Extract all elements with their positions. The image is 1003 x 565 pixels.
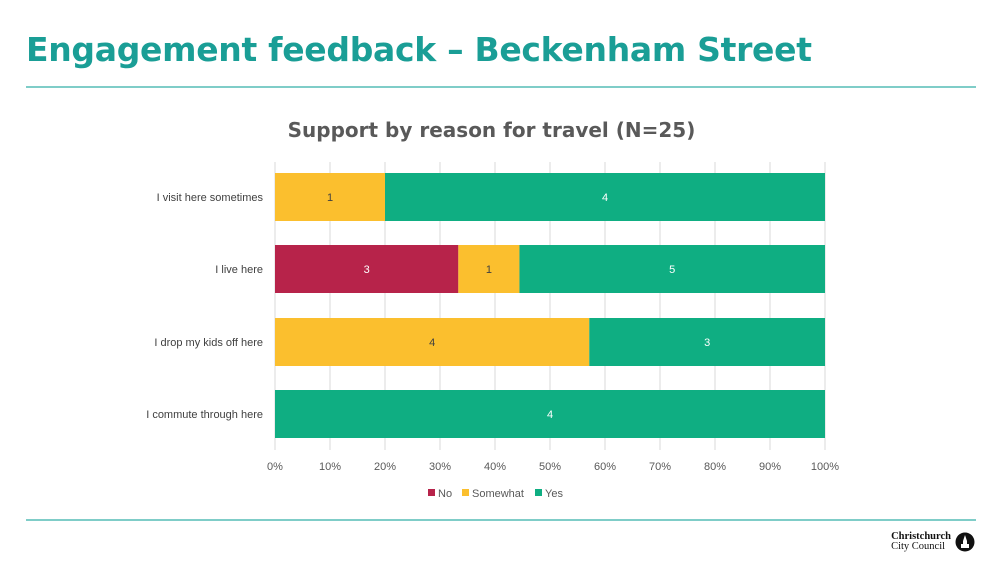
x-tick-label: 80% [704,461,726,473]
bar-segment-no [275,245,459,293]
x-tick-label: 40% [484,461,506,473]
council-logo: Christchurch City Council [891,531,975,552]
legend-swatch [428,489,435,496]
x-tick-label: 50% [539,461,561,473]
cathedral-emblem-icon [955,532,975,552]
slide-title: Engagement feedback – Beckenham Street [26,30,812,69]
category-label: I live here [215,264,263,276]
legend-label: Yes [545,488,563,500]
bar-segment-yes [589,318,825,366]
data-label: 1 [327,192,333,204]
data-label: 4 [602,192,608,204]
legend-label: Somewhat [472,488,524,500]
legend-label: No [438,488,452,500]
category-label: I commute through here [146,409,263,421]
legend-swatch [462,489,469,496]
data-label: 4 [547,409,553,421]
x-tick-label: 100% [811,461,839,473]
bottom-divider [26,519,976,521]
bar-segment-yes [519,245,825,293]
data-label: 4 [429,337,435,349]
x-tick-label: 60% [594,461,616,473]
logo-line-1: Christchurch [891,531,951,542]
data-label: 3 [704,337,710,349]
x-tick-label: 30% [429,461,451,473]
bar-segment-yes [275,390,825,438]
x-tick-label: 90% [759,461,781,473]
chart-title: Support by reason for travel (N=25) [287,118,696,142]
data-label: 1 [486,264,492,276]
logo-text: Christchurch City Council [891,531,951,552]
logo-line-2: City Council [891,541,946,552]
top-divider [26,86,976,88]
x-tick-label: 20% [374,461,396,473]
bar-segment-somewhat [458,245,520,293]
bar-segment-somewhat [275,318,590,366]
x-tick-label: 10% [319,461,341,473]
category-label: I visit here sometimes [157,192,264,204]
stacked-bar-chart: 0% 10% 20% 30% 40% 50% 60% 70% 80% 90% 100% I visit… [146,162,839,500]
data-label: 5 [669,264,675,276]
x-tick-label: 0% [267,461,283,473]
x-tick-label: 70% [649,461,671,473]
bar-segment-yes [385,173,825,221]
legend-swatch [535,489,542,496]
data-label: 3 [364,264,370,276]
bar-segment-somewhat [275,173,385,221]
category-label: I drop my kids off here [154,337,263,349]
